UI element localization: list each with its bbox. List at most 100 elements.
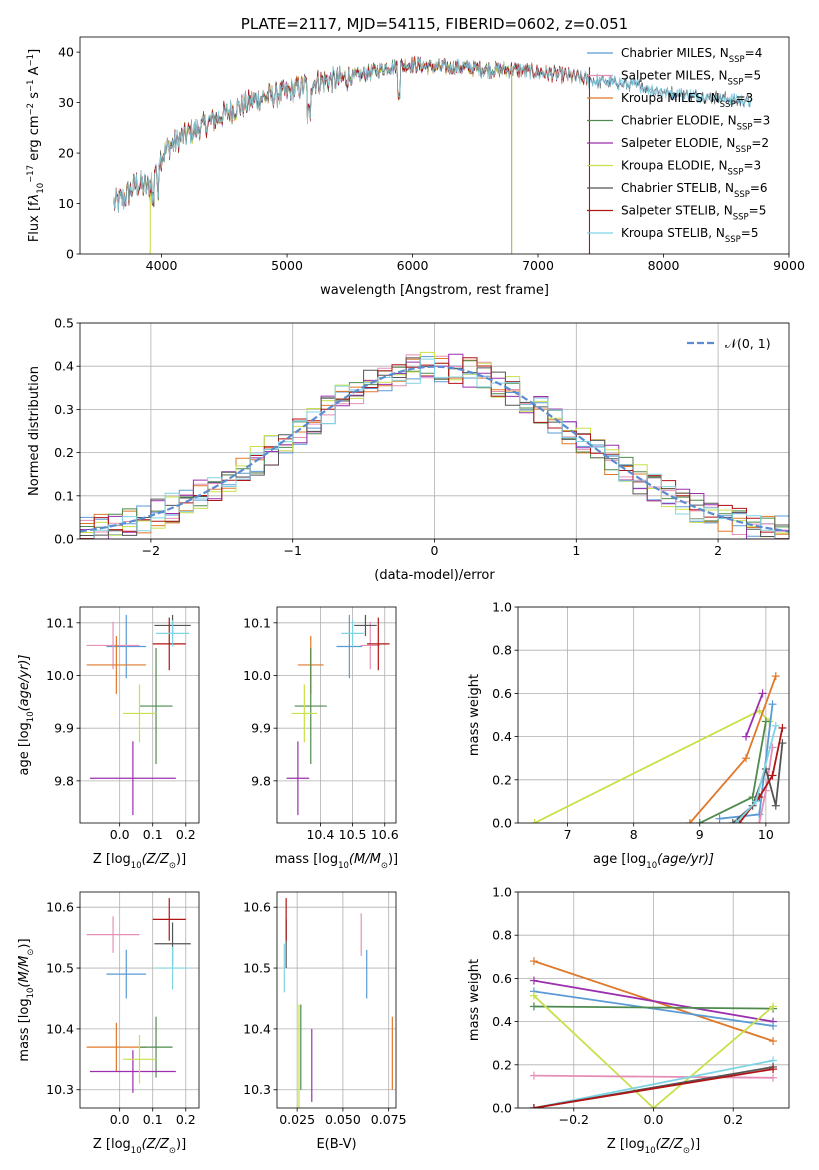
x-axis-label-part: Z [log	[607, 1137, 645, 1152]
y-tick-label: 0.5	[54, 316, 74, 331]
x-tick-label: 0.075	[371, 1112, 407, 1127]
y-tick-label: 0.1	[54, 488, 74, 503]
errorbar-kroupa-stelib	[156, 946, 190, 990]
plot-area-spectrum	[113, 55, 752, 254]
y-tick-label: 0.4	[492, 729, 512, 744]
y-tick-label: 0	[66, 247, 74, 262]
x-axis-label: (data-model)/error	[374, 568, 495, 583]
y-axis-label-part: −1	[26, 79, 36, 92]
x-axis-label: age [log10(age/yr)]	[593, 852, 714, 871]
errorbar-chabrier-miles	[106, 614, 147, 679]
legend-entry-salpeter-miles-part: Salpeter MILES, N	[621, 69, 728, 83]
x-tick-label: 0.2	[176, 1112, 196, 1127]
x-axis-label: E(B-V)	[316, 1137, 356, 1152]
y-tick-label: 30	[58, 95, 74, 110]
spectrum-line-chabrier-elodie	[113, 55, 514, 213]
y-tick-label: 0.6	[492, 971, 512, 986]
y-axis-label-part: −1	[26, 54, 36, 67]
y-tick-label: 10.0	[46, 668, 74, 683]
x-axis-label: Z [log10(Z/Z⊙)]	[93, 1137, 186, 1156]
x-tick-label: 0.1	[143, 1112, 163, 1127]
y-axis-label-part: )]	[17, 938, 32, 948]
errorbar-kroupa-elodie	[122, 1034, 157, 1084]
series-line	[533, 1005, 774, 1010]
x-axis-label-part: 10	[645, 1146, 656, 1156]
plot-area-massweight_vs_age	[530, 672, 787, 823]
x-axis-label-part: )]	[176, 1137, 186, 1152]
errorbar-kroupa-elodie	[122, 684, 157, 743]
series-salpeter-stelib	[529, 1065, 778, 1108]
x-axis-label-part: ⊙	[169, 1146, 176, 1156]
x-axis-label-part: 10	[131, 1146, 142, 1156]
series-line	[533, 1059, 774, 1108]
errorbar-kroupa-elodie	[291, 684, 318, 743]
x-tick-label: 6000	[397, 258, 429, 273]
x-axis-label-part: (M/M	[349, 852, 381, 867]
x-axis-label-part: Z [log	[93, 1137, 131, 1152]
y-axis-label: Normed distribution	[27, 366, 42, 496]
x-axis-label-part: )]	[388, 852, 398, 867]
errorbar-chabrier-miles	[106, 949, 147, 999]
axes-residuals: −2 −1 0 1 2 0.0 0.1 0.2 0.3 0.4 0.5 (data-model)/er…	[27, 316, 790, 583]
series-line	[738, 727, 784, 823]
y-axis-label-part: age [log	[17, 722, 32, 775]
x-axis-label-part: 10	[131, 861, 142, 871]
y-tick-label: 9.9	[251, 721, 271, 736]
y-axis-label-part: −17	[26, 165, 36, 183]
y-tick-label: 9.8	[251, 773, 271, 788]
y-tick-label: 0.6	[492, 686, 512, 701]
legend-entry-kroupa-elodie-part: Kroupa ELODIE, N	[621, 159, 728, 173]
y-tick-label: 1.0	[492, 600, 512, 615]
x-axis-label: wavelength [Angstrom, rest frame]	[320, 283, 549, 298]
series-line	[533, 995, 774, 1108]
plot-area-mass_vs_EBV	[283, 898, 393, 1108]
errorbar-chabrier-miles	[336, 614, 363, 679]
errorbar-chabrier-elodie	[294, 648, 327, 764]
y-tick-label: 0.4	[54, 359, 74, 374]
legend-entry-kroupa-elodie-part: SSP	[728, 168, 744, 178]
y-axis-label: age [log10(age/yr)]	[17, 655, 36, 776]
legend-entry-kroupa-stelib: Kroupa STELIB, NSSP=5	[621, 226, 759, 245]
y-tick-label: 10.6	[46, 900, 74, 915]
axes-frame	[276, 891, 397, 1109]
legend-entry-salpeter-elodie-part: Salpeter ELODIE, N	[621, 136, 735, 150]
x-tick-label: 10.5	[339, 827, 367, 842]
chart-title: PLATE=2117, MJD=54115, FIBERID=0602, z=0…	[241, 15, 628, 33]
legend-entry-salpeter-stelib-part: SSP	[733, 213, 749, 223]
y-axis-label: Flux [fλ10−17 erg cm−2 s−1 A−1]	[26, 49, 46, 242]
plot-area-age_vs_Z	[86, 614, 191, 816]
y-tick-label: 10.1	[243, 615, 271, 630]
spectrum-line-kroupa-stelib	[113, 57, 752, 212]
y-tick-label: 1.0	[492, 885, 512, 900]
legend-entry-salpeter-elodie: Salpeter ELODIE, NSSP=2	[621, 136, 769, 155]
legend-entry-chabrier-elodie-part: Chabrier ELODIE, N	[621, 114, 737, 128]
x-tick-label: 0.050	[325, 1112, 361, 1127]
y-axis-label-part: λ	[27, 194, 42, 203]
y-tick-label: 10.4	[46, 1021, 74, 1036]
y-axis-label-part: Flux [f	[27, 201, 42, 242]
axes-age_vs_mass: 10.4 10.5 10.6 9.8 9.9 10.0 10.1 mass [log10(M/…	[243, 606, 399, 871]
x-axis-label-part: mass [log	[275, 852, 338, 867]
legend-entry-chabrier-stelib-part: =6	[750, 181, 768, 195]
series-chabrier-miles	[529, 987, 778, 1030]
y-axis-label-part: ⊙	[26, 949, 36, 956]
y-axis-label-part: A	[27, 66, 42, 79]
errorbar-salpeter-elodie	[89, 741, 176, 816]
x-axis-label-part: (age/yr)]	[657, 852, 714, 867]
legend-entry-salpeter-elodie-part: SSP	[735, 145, 751, 155]
x-axis-label-part: age [log	[593, 852, 646, 867]
y-tick-label: 0.2	[54, 445, 74, 460]
legend-entry-chabrier-stelib-part: SSP	[734, 190, 750, 200]
y-tick-label: 10.0	[243, 668, 271, 683]
legend-entry-chabrier-miles-part: SSP	[729, 55, 745, 65]
y-axis-label-part: −2	[26, 103, 36, 116]
legend-entry-salpeter-stelib-part: =5	[749, 204, 767, 218]
legend-entry-chabrier-elodie-part: =3	[753, 114, 771, 128]
y-axis-label-part: 10	[26, 711, 36, 722]
x-tick-label: 7	[564, 827, 572, 842]
legend-entry-salpeter-elodie-part: =2	[751, 136, 769, 150]
errorbar-chabrier-stelib	[354, 614, 377, 636]
y-axis-label-part: (age/yr)]	[17, 655, 32, 712]
plot-area-mass_vs_Z	[86, 898, 191, 1093]
